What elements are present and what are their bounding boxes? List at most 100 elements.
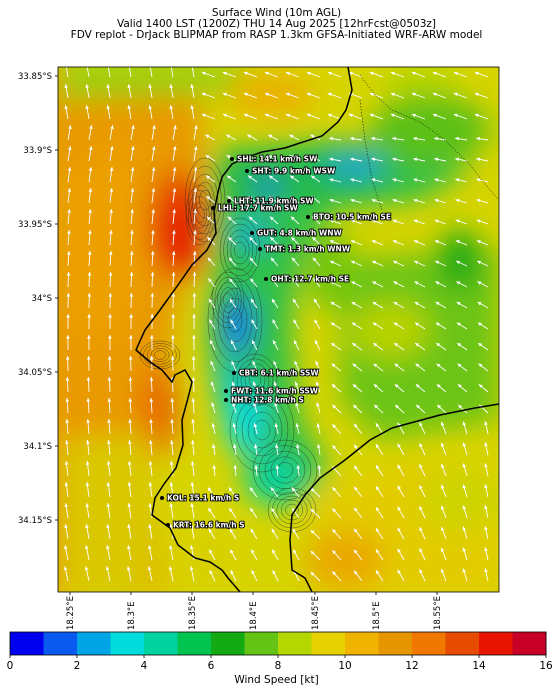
wind-arrow-head xyxy=(285,71,290,76)
wind-arrow-head xyxy=(354,444,358,449)
station-observations: SHL: 14.1 km/h SW SHT: 9.9 km/h WSW LHT: 1… xyxy=(160,154,392,530)
wind-arrow-head xyxy=(66,314,70,318)
wind-arrow-head xyxy=(148,105,152,110)
wind-arrow-head xyxy=(306,113,311,118)
wind-arrow-head xyxy=(455,157,460,162)
wind-arrow xyxy=(107,67,111,78)
wind-arrow-head xyxy=(474,92,479,97)
wind-arrow-head xyxy=(275,444,279,448)
wind-arrow-head xyxy=(434,219,439,223)
wind-arrow-head xyxy=(147,566,152,571)
wind-arrow-head xyxy=(149,440,153,444)
colorbar-swatch xyxy=(77,632,111,655)
wind-arrow-head xyxy=(350,136,354,141)
wind-arrow-head xyxy=(415,384,420,388)
valid-time-line: Valid 1400 LST (1200Z) THU 14 Aug 2025 [… xyxy=(117,18,436,30)
wind-arrow-head xyxy=(290,216,295,221)
wind-arrow-head xyxy=(291,237,296,241)
wind-arrow-head xyxy=(375,507,380,512)
wind-arrow-head xyxy=(484,442,488,447)
station-marker xyxy=(264,277,268,281)
wind-arrow-head xyxy=(440,505,445,510)
wind-arrow-head xyxy=(169,524,173,529)
wind-arrow-head xyxy=(65,419,69,423)
wind-arrow-head xyxy=(315,360,319,365)
terrain-contour xyxy=(190,195,210,235)
wind-arrow-head xyxy=(67,188,72,192)
wind-arrow-head xyxy=(474,71,479,76)
wind-arrow-head xyxy=(251,549,255,554)
wind-arrow-head xyxy=(171,335,175,339)
wind-arrow-head xyxy=(149,419,153,423)
wind-arrow-head xyxy=(375,465,380,470)
wind-arrow-head xyxy=(172,146,177,150)
wind-arrow-head xyxy=(87,314,91,318)
wind-arrow-head xyxy=(128,419,132,423)
wind-arrow-head xyxy=(478,343,483,347)
wind-arrow-head xyxy=(372,260,377,265)
wind-arrow-head xyxy=(151,230,155,234)
wind-arrow-head xyxy=(190,461,195,465)
station-label: BTO: 10.5 km/h SE xyxy=(313,213,391,222)
wind-arrow-head xyxy=(271,508,275,513)
wind-arrow-head xyxy=(64,524,68,529)
wind-arrow-head xyxy=(351,322,356,327)
wind-arrow-head xyxy=(128,356,133,360)
wind-arrow-head xyxy=(87,335,91,339)
wind-arrow-head xyxy=(149,398,154,402)
wind-arrow-head xyxy=(193,146,198,150)
lon-tick-label: 18.45°E xyxy=(311,596,321,630)
wind-arrow-head xyxy=(291,257,296,262)
terrain-contour xyxy=(146,345,174,365)
colorbar-swatch xyxy=(144,632,178,655)
wind-arrow-head xyxy=(248,216,253,221)
wind-arrow-head xyxy=(354,423,358,428)
wind-arrow-head xyxy=(231,360,235,365)
wind-arrow-head xyxy=(373,363,378,368)
wind-arrow-head xyxy=(440,484,445,489)
wind-arrow-head xyxy=(397,464,401,469)
colorbar-tick-label: 16 xyxy=(539,660,553,672)
lon-tick-label: 18.3°E xyxy=(127,601,137,630)
terrain-contour xyxy=(220,287,236,313)
terrain-contour xyxy=(211,271,245,329)
wind-arrow-head xyxy=(462,484,467,489)
wind-arrow-head xyxy=(207,257,212,262)
wind-arrow-head xyxy=(67,230,71,234)
wind-arrow-head xyxy=(231,340,235,345)
colorbar-tick-label: 0 xyxy=(7,660,14,672)
wind-arrow-head xyxy=(130,146,135,150)
wind-arrow-head xyxy=(310,550,315,555)
wind-arrow-head xyxy=(462,463,467,468)
wind-arrow-head xyxy=(191,377,196,381)
wind-arrow-head xyxy=(413,198,418,203)
wind-arrow-head xyxy=(172,188,177,192)
wind-arrow-head xyxy=(85,503,90,507)
wind-arrow-head xyxy=(354,549,358,554)
wind-arrow-head xyxy=(390,71,395,76)
wind-arrow-head xyxy=(394,384,399,388)
wind-arrow-head xyxy=(455,219,460,223)
wind-arrow-head xyxy=(126,566,131,571)
wind-arrow-head xyxy=(172,209,176,213)
wind-arrow-head xyxy=(375,423,380,428)
wind-arrow-head xyxy=(435,260,440,265)
wind-arrow-head xyxy=(476,136,480,141)
wind-arrow-head xyxy=(456,302,461,306)
wind-arrow-head xyxy=(88,146,93,150)
wind-arrow-head xyxy=(84,566,89,571)
wind-arrow-head xyxy=(414,260,419,265)
wind-arrow-head xyxy=(148,461,153,465)
wind-arrow-head xyxy=(127,84,131,89)
wind-arrow-head xyxy=(106,461,111,465)
wind-arrow-head xyxy=(150,314,154,318)
colorbar-swatch xyxy=(110,632,145,655)
wind-arrow-head xyxy=(371,198,376,203)
wind-arrow-head xyxy=(392,178,397,182)
wind-arrow-head xyxy=(85,482,90,486)
colorbar-tick-label: 4 xyxy=(141,660,148,672)
wind-arrow-head xyxy=(272,319,276,324)
wind-arrow-head xyxy=(210,360,214,365)
wind-arrow-head xyxy=(129,272,134,276)
terrain-contour xyxy=(184,157,226,243)
